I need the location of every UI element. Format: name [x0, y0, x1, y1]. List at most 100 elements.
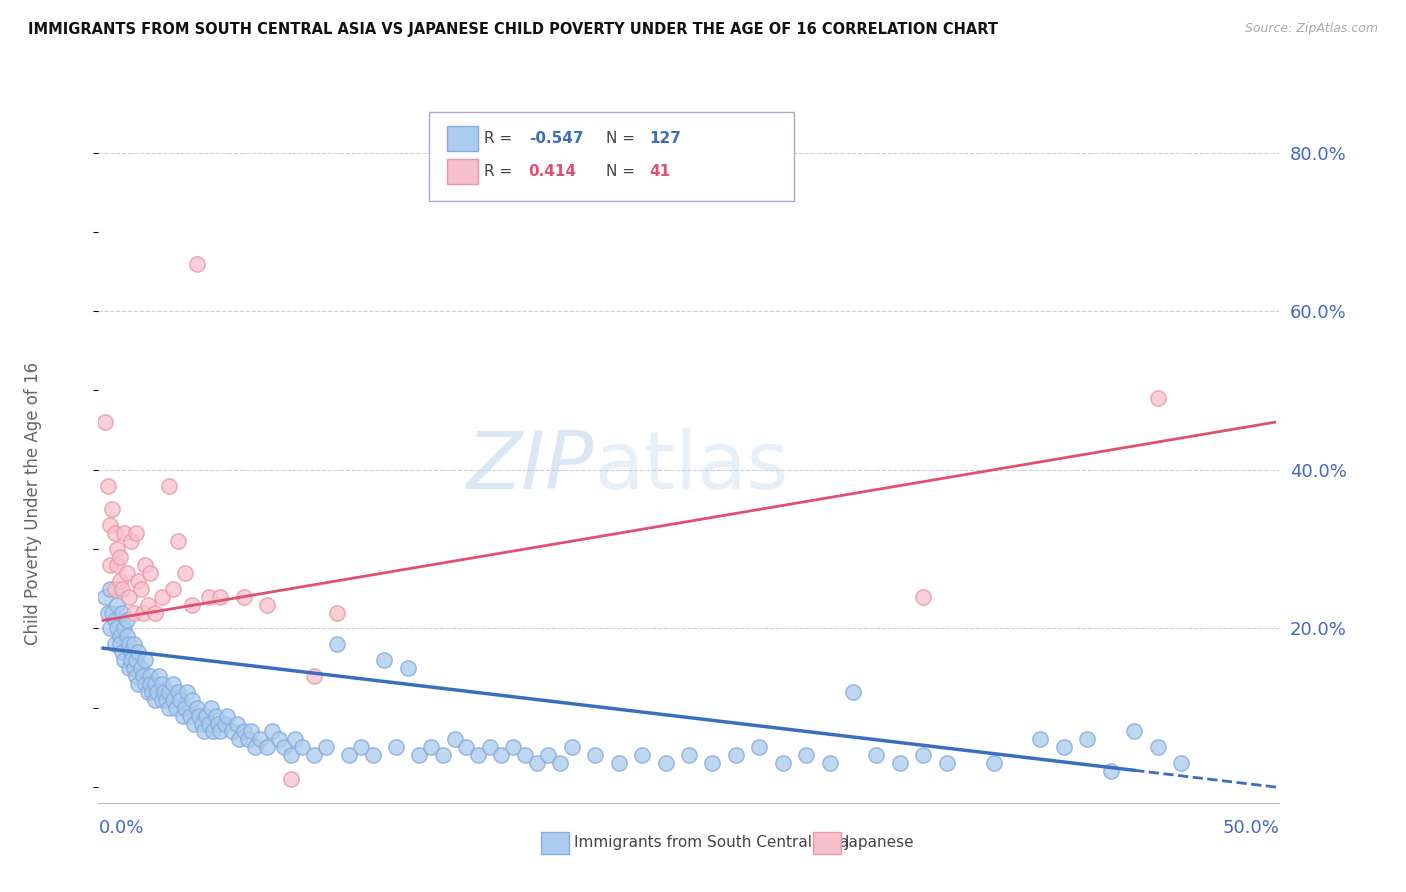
Point: [256, 740, 278, 755]
Point: [115, 566, 138, 580]
Point: [245, 740, 267, 755]
Text: 0.414: 0.414: [529, 164, 576, 178]
Point: [150, 692, 173, 706]
Point: [181, 598, 204, 612]
Point: [214, 716, 236, 731]
Text: R =: R =: [484, 164, 522, 178]
Point: [291, 740, 314, 755]
Point: [157, 478, 180, 492]
Point: [146, 685, 169, 699]
Point: [104, 614, 127, 628]
Point: [1146, 392, 1168, 406]
Point: [396, 661, 419, 675]
Text: 50.0%: 50.0%: [1223, 819, 1279, 837]
Point: [104, 637, 127, 651]
Point: [127, 677, 149, 691]
Point: [702, 756, 724, 771]
Point: [139, 677, 162, 691]
Point: [302, 669, 325, 683]
Point: [118, 590, 141, 604]
Point: [94, 590, 117, 604]
Point: [256, 598, 278, 612]
Text: ZIP: ZIP: [467, 428, 595, 507]
Point: [239, 724, 262, 739]
Text: N =: N =: [606, 164, 640, 178]
Point: [125, 526, 148, 541]
Point: [420, 740, 443, 755]
Point: [134, 677, 156, 691]
Point: [273, 740, 295, 755]
Point: [385, 740, 408, 755]
Point: [174, 700, 197, 714]
Point: [120, 645, 142, 659]
Point: [326, 637, 349, 651]
Point: [537, 748, 560, 763]
Text: IMMIGRANTS FROM SOUTH CENTRAL ASIA VS JAPANESE CHILD POVERTY UNDER THE AGE OF 16: IMMIGRANTS FROM SOUTH CENTRAL ASIA VS JA…: [28, 22, 998, 37]
Point: [150, 677, 173, 691]
Point: [548, 756, 571, 771]
Point: [748, 740, 770, 755]
Point: [104, 526, 127, 541]
Point: [141, 685, 163, 699]
Point: [134, 653, 156, 667]
Text: Child Poverty Under the Age of 16: Child Poverty Under the Age of 16: [24, 361, 42, 645]
Point: [204, 708, 226, 723]
Point: [118, 637, 141, 651]
Point: [129, 661, 152, 675]
Point: [1123, 724, 1146, 739]
Point: [98, 518, 121, 533]
Point: [150, 590, 173, 604]
Point: [1099, 764, 1122, 778]
Point: [108, 574, 131, 588]
Point: [122, 661, 145, 675]
Point: [98, 558, 121, 572]
Point: [112, 653, 135, 667]
Text: Source: ZipAtlas.com: Source: ZipAtlas.com: [1244, 22, 1378, 36]
Point: [108, 549, 131, 564]
Point: [1170, 756, 1192, 771]
Point: [105, 542, 128, 557]
Point: [111, 582, 134, 596]
Point: [302, 748, 325, 763]
Point: [162, 582, 184, 596]
Point: [143, 692, 166, 706]
Point: [207, 716, 229, 731]
Point: [167, 534, 190, 549]
Point: [186, 700, 208, 714]
Point: [195, 708, 218, 723]
Point: [373, 653, 395, 667]
Point: [443, 732, 465, 747]
Point: [842, 685, 865, 699]
Point: [197, 590, 219, 604]
Point: [132, 606, 155, 620]
Point: [193, 724, 215, 739]
Point: [105, 558, 128, 572]
Point: [118, 661, 141, 675]
Point: [225, 716, 247, 731]
Point: [139, 566, 162, 580]
Point: [361, 748, 384, 763]
Point: [467, 748, 489, 763]
Point: [129, 582, 152, 596]
Text: R =: R =: [484, 131, 517, 145]
Point: [1146, 740, 1168, 755]
Point: [267, 732, 290, 747]
Point: [197, 716, 219, 731]
Point: [561, 740, 583, 755]
Point: [98, 582, 121, 596]
Point: [172, 708, 194, 723]
Point: [174, 566, 197, 580]
Point: [260, 724, 283, 739]
Point: [232, 590, 254, 604]
Point: [912, 590, 935, 604]
Point: [280, 772, 302, 786]
Point: [284, 732, 307, 747]
Point: [169, 692, 191, 706]
Point: [136, 685, 159, 699]
Point: [221, 724, 243, 739]
Point: [125, 669, 148, 683]
Point: [136, 598, 159, 612]
Point: [526, 756, 548, 771]
Point: [122, 606, 145, 620]
Point: [120, 653, 142, 667]
